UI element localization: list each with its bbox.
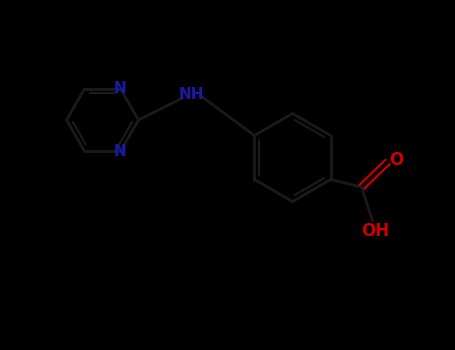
Text: N: N xyxy=(114,144,127,159)
Text: NH: NH xyxy=(178,86,204,102)
Text: N: N xyxy=(114,81,127,96)
Text: O: O xyxy=(389,150,404,168)
Text: OH: OH xyxy=(361,222,389,240)
